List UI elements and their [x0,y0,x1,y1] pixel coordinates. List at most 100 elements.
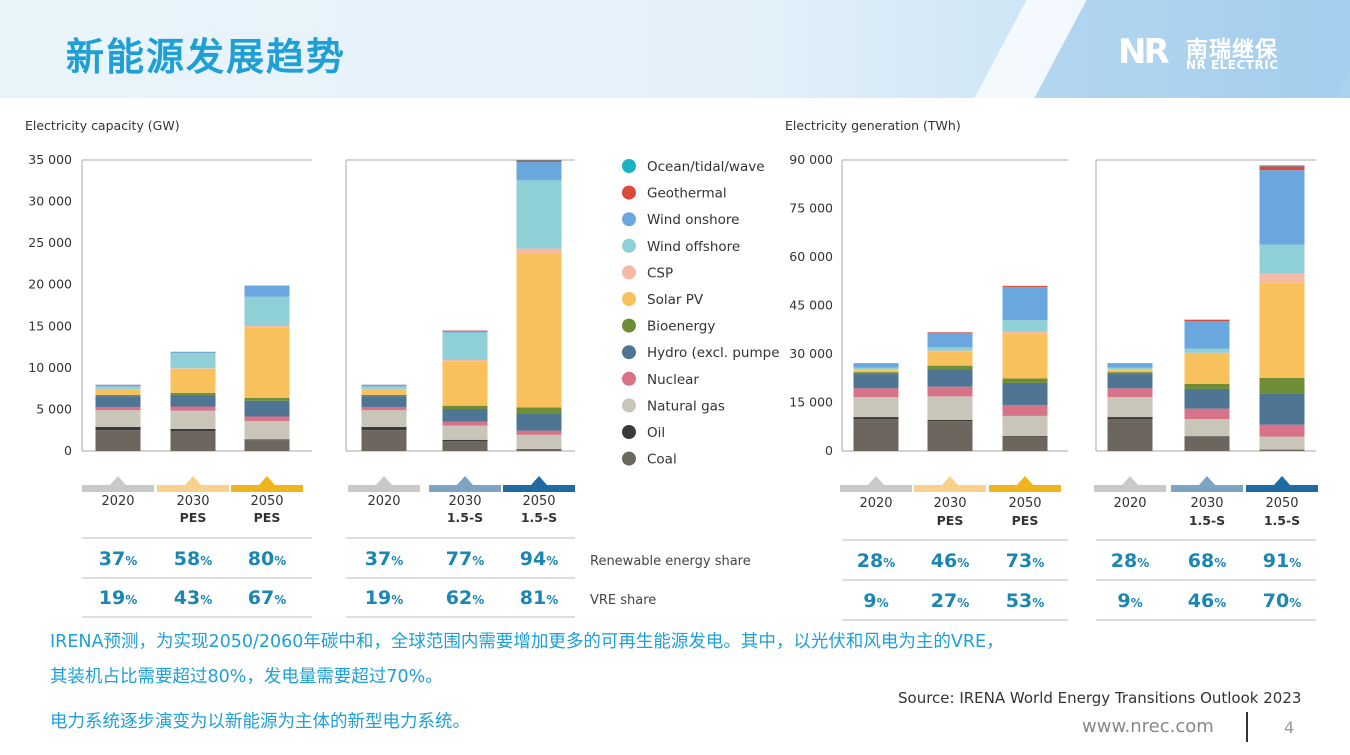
legend-swatch [622,265,636,280]
bar-segment-natural-gas [853,397,899,418]
bar-segment-wind-onshore [442,330,488,333]
bar-segment-hydro-excl-pumped- [244,400,290,417]
bar-segment-wind-offshore [361,386,407,389]
bar-segment-solar-pv [170,368,216,393]
bar-segment-wind-onshore [361,384,407,387]
bar-segment-coal [1184,436,1230,451]
bar-segment-wind-offshore [170,353,216,369]
bar-segment-natural-gas [1002,415,1048,436]
bar-segment-bioenergy [244,397,290,401]
y-tick-label: 35 000 [28,152,72,167]
bar-segment-nuclear [516,430,562,435]
bar-segment-geothermal [1184,319,1230,322]
legend-swatch [622,398,636,413]
bar-segment-natural-gas [1259,436,1305,450]
vre-share-value: 43% [174,587,212,609]
vre-share-value: 9% [1117,590,1142,612]
scenario-arrow-bar [231,485,303,492]
bar-segment-solar-pv [95,389,141,395]
scenario-arrow-bar [348,485,420,492]
legend-label: Hydro (excl. pumpe [647,345,780,361]
vre-share-value: 19% [365,587,403,609]
bar-segment-nuclear [927,386,973,397]
x-label-scenario: PES [180,510,207,525]
scenario-arrow-tip [457,476,473,485]
renewable-share-value: 28% [857,550,895,572]
x-label-year: 2020 [367,494,400,509]
footer-divider [1246,712,1248,742]
vre-share-value: 9% [863,590,888,612]
scenario-arrow-tip [1122,476,1138,485]
renewable-share-value: 68% [1188,550,1226,572]
website-url[interactable]: www.nrec.com [1082,716,1214,737]
vre-share-value: 70% [1263,590,1301,612]
renewable-share-value: 37% [99,548,137,570]
bar-segment-hydro-excl-pumped- [170,394,216,407]
x-label-year: 2050 [522,494,555,509]
legend-label: Geothermal [647,186,727,202]
y-tick-label: 60 000 [789,249,833,264]
bar-segment-wind-onshore [1259,170,1305,245]
bar-segment-solar-pv [1259,282,1305,378]
legend-swatch [622,238,636,253]
row-label-vre: VRE share [590,593,656,608]
legend-label: Wind offshore [647,239,740,255]
bar-segment-wind-offshore [927,347,973,351]
bar-segment-csp [516,248,562,254]
vre-share-value: 62% [446,587,484,609]
bar-segment-hydro-excl-pumped- [927,369,973,387]
header-banner: 新能源发展趋势 NR 南瑞继保 NR ELECTRIC [0,0,1350,98]
bar-segment-coal [927,421,973,451]
bar-segment-coal [516,449,562,451]
bar-segment-wind-offshore [853,367,899,370]
bar-segment-solar-pv [853,369,899,373]
bar-segment-oil [853,417,899,420]
chart-title-0: Electricity capacity (GW) [25,118,180,133]
note-line-1: IRENA预测，为实现2050/2060年碳中和，全球范围内需要增加更多的可再生… [50,632,1004,652]
y-tick-label: 0 [825,443,833,458]
bar-segment-coal [1259,449,1305,451]
bar-segment-hydro-excl-pumped- [95,396,141,407]
x-label-year: 2020 [1113,496,1146,511]
scenario-arrow-bar [429,485,501,492]
bar-segment-wind-offshore [95,386,141,389]
bar-segment-bioenergy [1002,378,1048,383]
bar-segment-solar-pv [361,389,407,395]
bar-segment-wind-onshore [244,285,290,297]
scenario-arrow-tip [110,476,126,485]
x-label-scenario: 1.5-S [1189,513,1225,528]
chart-title-1: Electricity generation (TWh) [785,118,961,133]
bar-segment-ocean-tidal-wave [1259,165,1305,167]
legend-label: Nuclear [647,372,699,388]
vre-share-value: 67% [248,587,286,609]
legend-swatch [622,318,636,333]
y-tick-label: 5 000 [36,401,72,416]
legend-swatch [622,185,636,200]
renewable-share-value: 58% [174,548,212,570]
bar-segment-hydro-excl-pumped- [361,396,407,407]
renewable-share-value: 77% [446,548,484,570]
scenario-arrow-bar [1094,485,1166,492]
scenario-arrow-bar [157,485,229,492]
bar-segment-solar-pv [927,351,973,366]
renewable-share-value: 80% [248,548,286,570]
source-note: Source: IRENA World Energy Transitions O… [898,689,1302,707]
energy-charts: Electricity capacity (GW) 35 000 30 000 25 … [25,118,1318,621]
bar-segment-wind-onshore [853,363,899,368]
bar-segment-wind-offshore [244,296,290,326]
bar-segment-geothermal [1002,285,1048,287]
bar-segment-coal [1002,436,1048,451]
vre-share-value: 53% [1006,590,1044,612]
bar-segment-coal [95,430,141,451]
bar-segment-wind-offshore [516,180,562,249]
renewable-share-value: 28% [1111,550,1149,572]
bar-segment-solar-pv [244,327,290,398]
bar-segment-wind-onshore [927,332,973,348]
bar-segment-oil [927,419,973,422]
bar-segment-hydro-excl-pumped- [1107,374,1153,389]
y-tick-label: 30 000 [28,194,72,209]
x-label-scenario: PES [254,510,281,525]
note-line-3: 电力系统逐步演变为以新能源为主体的新型电力系统。 [50,712,470,732]
y-tick-label: 90 000 [789,152,833,167]
y-tick-label: 75 000 [789,201,833,216]
